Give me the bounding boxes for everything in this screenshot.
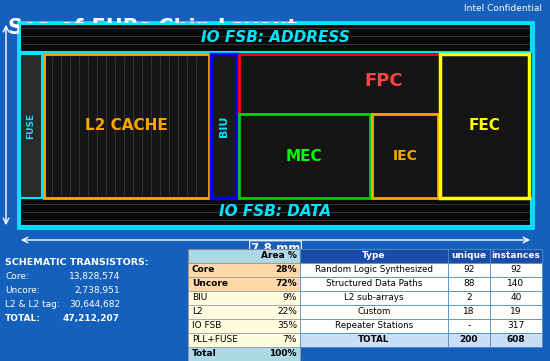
Bar [448, 291, 490, 305]
Bar [300, 305, 448, 319]
Text: Custom: Custom [358, 308, 390, 317]
Text: 2: 2 [466, 293, 472, 303]
Text: 2,738,951: 2,738,951 [74, 286, 120, 295]
Bar [448, 319, 490, 333]
Bar [44, 54, 209, 198]
Text: Type: Type [362, 252, 386, 261]
Bar [448, 333, 490, 347]
Text: instances: instances [492, 252, 541, 261]
Text: Intel Confidential: Intel Confidential [464, 4, 542, 13]
Text: TOTAL:: TOTAL: [5, 314, 41, 323]
Text: TOTAL: TOTAL [358, 335, 390, 344]
Text: 30,644,682: 30,644,682 [69, 300, 120, 309]
Text: Repeater Stations: Repeater Stations [335, 322, 413, 331]
Text: 92: 92 [510, 265, 522, 274]
Text: SCHEMATIC TRANSISTORS:: SCHEMATIC TRANSISTORS: [5, 258, 148, 267]
Text: BIU: BIU [219, 115, 229, 137]
Bar [188, 305, 300, 319]
Text: Structured Data Paths: Structured Data Paths [326, 279, 422, 288]
Text: Random Logic Synthesized: Random Logic Synthesized [315, 265, 433, 274]
Bar [188, 291, 300, 305]
Text: 608: 608 [507, 335, 525, 344]
Text: L2 & L2 tag:: L2 & L2 tag: [5, 300, 60, 309]
Bar [18, 22, 533, 228]
Bar [20, 54, 42, 198]
Bar [20, 24, 531, 52]
Text: -: - [468, 322, 471, 331]
Text: 40: 40 [510, 293, 522, 303]
Bar [239, 54, 529, 114]
Text: 88: 88 [463, 279, 475, 288]
Text: 140: 140 [508, 279, 525, 288]
Text: 28%: 28% [276, 265, 297, 274]
Text: 18: 18 [463, 308, 475, 317]
Bar [188, 263, 300, 277]
Bar [300, 291, 448, 305]
Bar [440, 54, 529, 198]
Text: IEC: IEC [392, 149, 417, 163]
Text: Total: Total [192, 349, 217, 358]
Bar [300, 319, 448, 333]
Bar [300, 277, 448, 291]
Bar [20, 198, 531, 226]
Text: FPC: FPC [365, 72, 403, 90]
Bar [188, 249, 300, 263]
Text: PLL+FUSE: PLL+FUSE [192, 335, 238, 344]
Text: MEC: MEC [286, 149, 322, 164]
Text: 72%: 72% [276, 279, 297, 288]
Bar [188, 347, 300, 361]
Text: Uncore: Uncore [192, 279, 228, 288]
Bar [490, 291, 542, 305]
Text: 13,828,574: 13,828,574 [69, 272, 120, 281]
Bar [448, 305, 490, 319]
Text: 9%: 9% [283, 293, 297, 303]
Bar [490, 263, 542, 277]
Text: IO FSB: DATA: IO FSB: DATA [219, 204, 332, 219]
Text: 7%: 7% [283, 335, 297, 344]
Bar [490, 277, 542, 291]
Text: Uncore:: Uncore: [5, 286, 40, 295]
Bar [490, 319, 542, 333]
Bar [188, 319, 300, 333]
Bar [188, 333, 300, 347]
Text: Sea-of-FUBs Chip Layout: Sea-of-FUBs Chip Layout [8, 18, 298, 38]
Text: 3.1 mm: 3.1 mm [0, 100, 3, 149]
Text: FEC: FEC [469, 118, 500, 134]
Text: L2 sub-arrays: L2 sub-arrays [344, 293, 404, 303]
Text: IO FSB: ADDRESS: IO FSB: ADDRESS [201, 30, 350, 45]
Text: 92: 92 [463, 265, 475, 274]
Text: L2: L2 [192, 308, 202, 317]
Text: 47,212,207: 47,212,207 [63, 314, 120, 323]
Text: FUSE: FUSE [26, 113, 36, 139]
Text: L2 CACHE: L2 CACHE [85, 118, 168, 134]
Bar [490, 249, 542, 263]
Bar [448, 263, 490, 277]
Bar [300, 333, 448, 347]
Bar [490, 305, 542, 319]
Text: 22%: 22% [277, 308, 297, 317]
Bar [239, 114, 370, 198]
Text: unique: unique [452, 252, 487, 261]
Text: IO FSB: IO FSB [192, 322, 221, 331]
Bar [448, 277, 490, 291]
Text: 19: 19 [510, 308, 522, 317]
Text: 100%: 100% [270, 349, 297, 358]
Bar [448, 249, 490, 263]
Bar [300, 263, 448, 277]
Bar [371, 114, 438, 198]
Text: Core:: Core: [5, 272, 29, 281]
Text: BIU: BIU [192, 293, 207, 303]
Text: 35%: 35% [277, 322, 297, 331]
Bar [300, 249, 448, 263]
Text: 7.8 mm: 7.8 mm [251, 242, 300, 255]
Text: 200: 200 [460, 335, 478, 344]
Bar [211, 54, 237, 198]
Text: Area %: Area % [261, 252, 297, 261]
Text: Core: Core [192, 265, 216, 274]
Text: 317: 317 [507, 322, 525, 331]
Bar [188, 277, 300, 291]
Bar [490, 333, 542, 347]
